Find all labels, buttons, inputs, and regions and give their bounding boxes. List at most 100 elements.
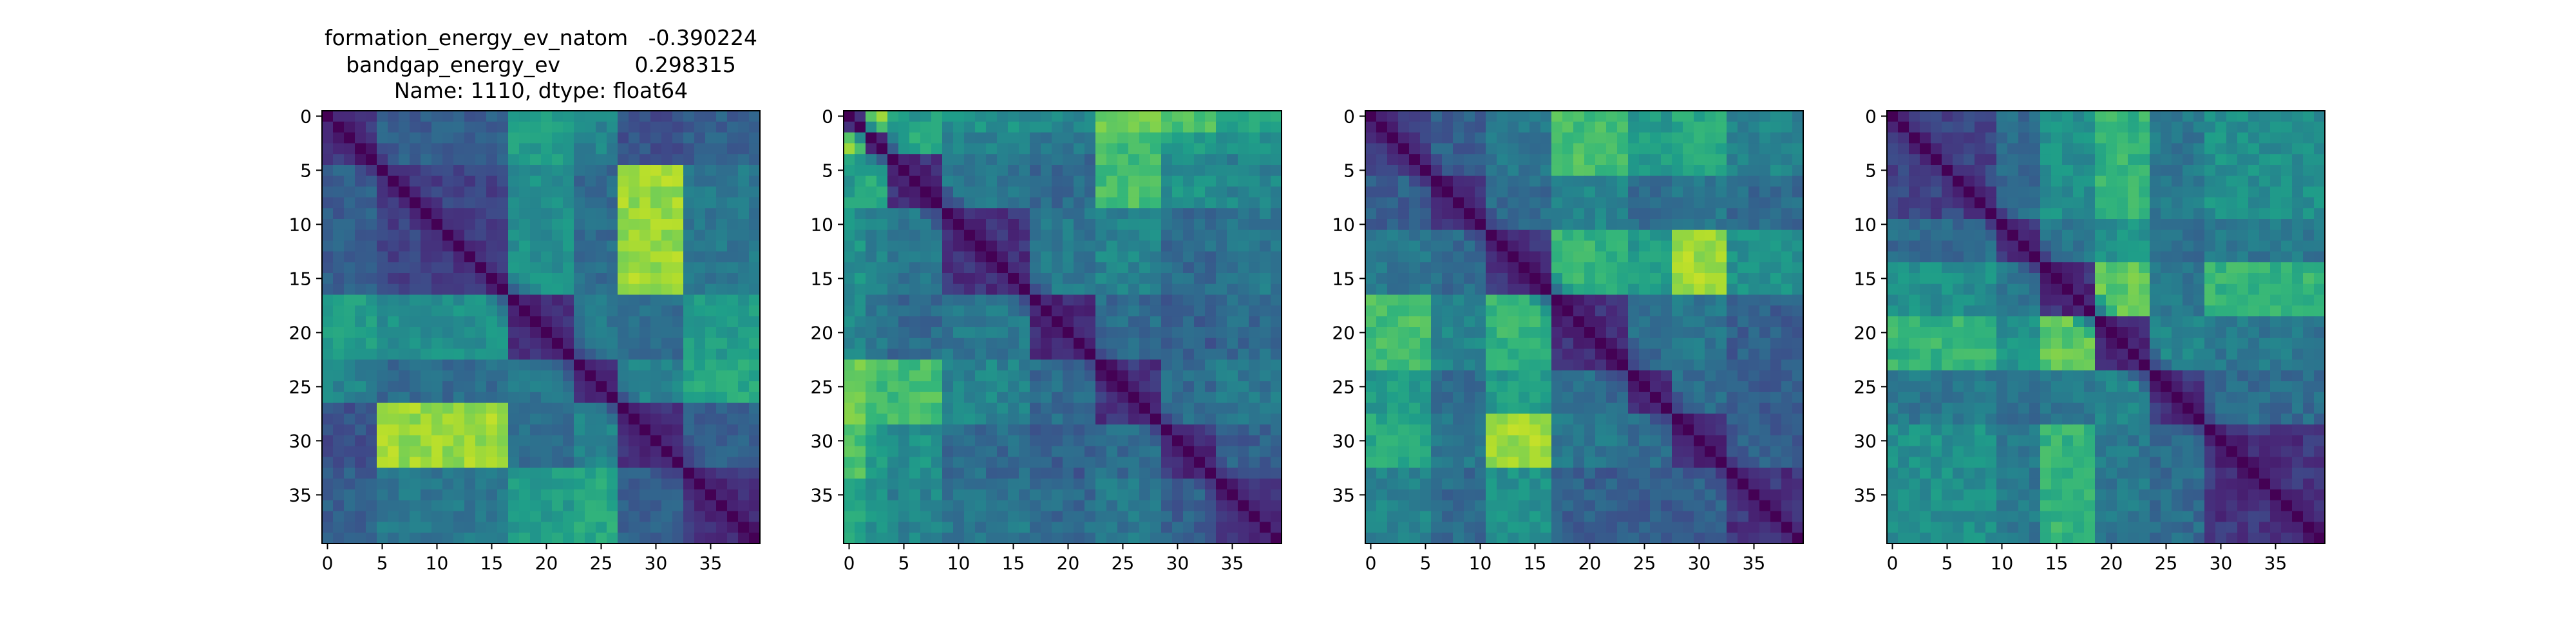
- heatmap-cell: [1953, 111, 1964, 122]
- heatmap-cell: [519, 446, 531, 458]
- heatmap-cell: [388, 175, 399, 187]
- heatmap-cell: [508, 327, 520, 339]
- heatmap-cell: [1063, 121, 1074, 133]
- heatmap-cell: [618, 273, 629, 285]
- heatmap-cell: [749, 294, 761, 306]
- heatmap-cell: [344, 402, 355, 414]
- heatmap-cell: [1194, 154, 1206, 166]
- heatmap-cell: [1573, 121, 1585, 133]
- heatmap-cell: [355, 489, 366, 501]
- heatmap-cell: [997, 370, 1009, 382]
- heatmap-cell: [1694, 457, 1705, 468]
- heatmap-cell: [1183, 251, 1195, 263]
- heatmap-cell: [1074, 478, 1085, 490]
- heatmap-cell: [1770, 219, 1782, 231]
- heatmap-cell: [975, 283, 987, 296]
- heatmap-cell: [1606, 435, 1618, 447]
- heatmap-cell: [749, 327, 761, 339]
- heatmap-cell: [1227, 132, 1238, 144]
- heatmap-cell: [1497, 154, 1508, 166]
- heatmap-cell: [629, 359, 640, 371]
- heatmap-cell: [1540, 435, 1552, 447]
- heatmap-cell: [519, 478, 531, 490]
- heatmap-cell: [1074, 219, 1085, 231]
- heatmap-cell: [530, 111, 542, 122]
- heatmap-cell: [574, 186, 585, 198]
- heatmap-cell: [410, 392, 421, 404]
- heatmap-cell: [1194, 381, 1206, 393]
- heatmap-cell: [683, 305, 695, 317]
- heatmap-cell: [1595, 143, 1607, 155]
- heatmap-cell: [1194, 500, 1206, 512]
- heatmap-cell: [1705, 251, 1716, 263]
- heatmap-cell: [683, 337, 695, 350]
- heatmap-cell: [1052, 348, 1063, 360]
- heatmap-cell: [1128, 208, 1140, 220]
- heatmap-cell: [1672, 186, 1683, 198]
- heatmap-cell: [855, 327, 866, 339]
- heatmap-cell: [1639, 489, 1651, 501]
- heatmap-cell: [1376, 500, 1388, 512]
- heatmap-cell: [607, 446, 618, 458]
- heatmap-cell: [1464, 435, 1475, 447]
- heatmap-cell: [1759, 489, 1771, 501]
- heatmap-cell: [1738, 175, 1749, 187]
- heatmap-cell: [2029, 121, 2041, 133]
- heatmap-cell: [1194, 446, 1206, 458]
- heatmap-cell: [727, 208, 739, 220]
- heatmap-cell: [844, 457, 855, 468]
- heatmap-cell: [1497, 392, 1508, 404]
- heatmap-cell: [399, 424, 410, 436]
- heatmap-cell: [1770, 294, 1782, 306]
- heatmap-cell: [1464, 305, 1475, 317]
- heatmap-cell: [694, 370, 706, 382]
- heatmap-cell: [1486, 413, 1497, 425]
- heatmap-cell: [738, 251, 750, 263]
- heatmap-cell: [1727, 500, 1738, 512]
- heatmap-cell: [964, 251, 976, 263]
- heatmap-cell: [1398, 446, 1410, 458]
- heatmap-cell: [453, 511, 465, 522]
- heatmap-cell: [355, 370, 366, 382]
- heatmap-cell: [887, 262, 899, 274]
- heatmap-cell: [431, 316, 443, 328]
- heatmap-cell: [1074, 229, 1085, 242]
- heatmap-cell: [1540, 294, 1552, 306]
- heatmap-cell: [453, 283, 465, 296]
- heatmap-cell: [1792, 446, 1804, 458]
- heatmap-cell: [1996, 111, 2008, 122]
- heatmap-cell: [1584, 402, 1596, 414]
- heatmap-cell: [964, 197, 976, 209]
- heatmap-cell: [639, 240, 651, 252]
- heatmap-cell: [1694, 165, 1705, 176]
- heatmap-cell: [1595, 402, 1607, 414]
- heatmap-cell: [1584, 457, 1596, 468]
- heatmap-cell: [738, 413, 750, 425]
- heatmap-cell: [1584, 327, 1596, 339]
- heatmap-cell: [552, 511, 564, 522]
- heatmap-cell: [964, 489, 976, 501]
- heatmap-cell: [552, 262, 564, 274]
- heatmap-cell: [431, 197, 443, 209]
- heatmap-cell: [1387, 435, 1399, 447]
- heatmap-cell: [1683, 132, 1694, 144]
- heatmap-cell: [1117, 143, 1129, 155]
- heatmap-cell: [1271, 533, 1282, 544]
- heatmap-cell: [1508, 121, 1519, 133]
- heatmap-cell: [1519, 208, 1530, 220]
- heatmap-cell: [1084, 197, 1096, 209]
- heatmap-cell: [931, 208, 943, 220]
- heatmap-cell: [1683, 240, 1694, 252]
- heatmap-cell: [1095, 132, 1107, 144]
- heatmap-cell: [1694, 208, 1705, 220]
- heatmap-cell: [1041, 251, 1052, 263]
- heatmap-cell: [1530, 219, 1541, 231]
- heatmap-cell: [629, 413, 640, 425]
- heatmap-cell: [1748, 457, 1760, 468]
- heatmap-cell: [1475, 121, 1486, 133]
- heatmap-cell: [1084, 478, 1096, 490]
- heatmap-cell: [1150, 522, 1162, 533]
- heatmap-cell: [563, 522, 574, 533]
- heatmap-cell: [1705, 413, 1716, 425]
- heatmap-cell: [1227, 273, 1238, 285]
